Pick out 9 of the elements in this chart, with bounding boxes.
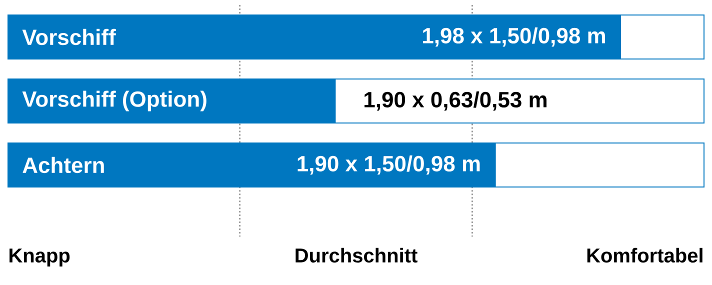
annotation: 1,90 x 0,63/0,53 m [364,91,546,111]
y-tick-label: Achtern [22,156,104,174]
annotation: 1,90 x 1,50/0,98 m [298,155,480,175]
y-tick-label: Vorschiff [22,28,116,46]
text: Durchschnitt [296,248,418,263]
y-tick-label: Vorschiff (Option) [22,90,206,112]
text: Knapp [10,248,70,267]
text: Komfortabel [587,248,702,263]
annotation: 1,98 x 1,50/0,98 m [423,27,605,47]
